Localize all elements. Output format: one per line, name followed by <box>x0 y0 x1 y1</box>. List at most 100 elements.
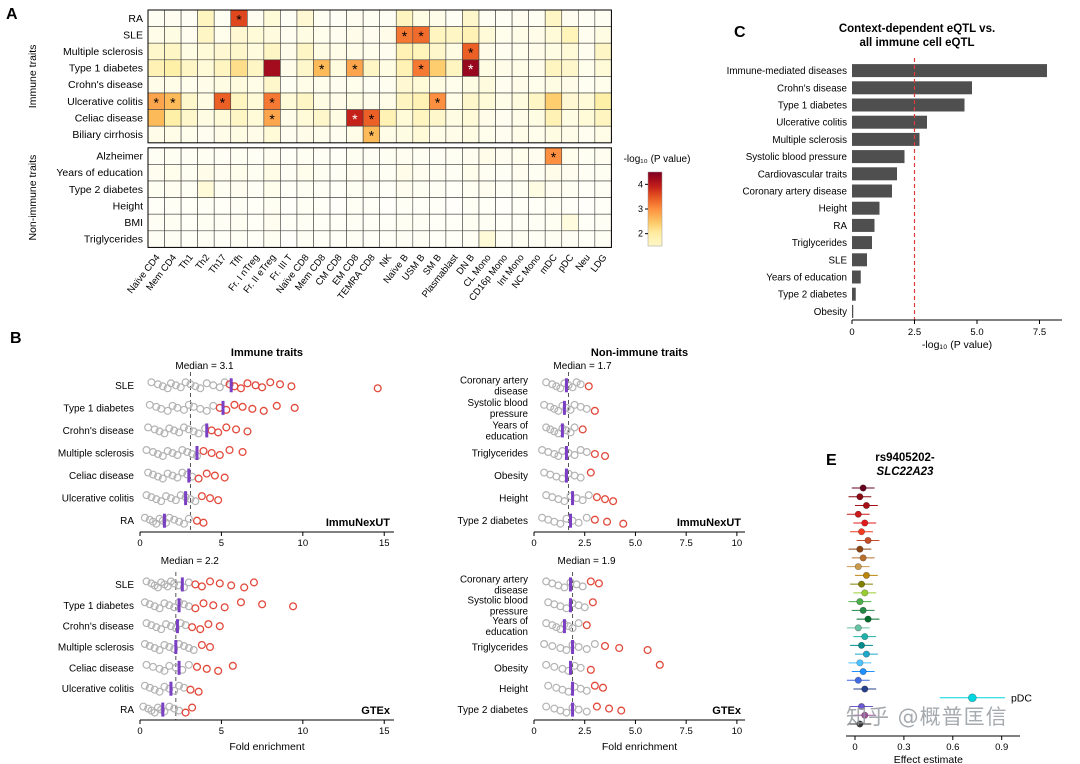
strip-nonimmune-immunexut: Non-immune traits Median = 1.7 Coronary ar… <box>400 344 790 556</box>
bar-category-label: SLE <box>828 255 847 266</box>
point-gray <box>140 681 149 690</box>
point-gray <box>173 473 182 482</box>
heatmap-cell <box>147 59 165 77</box>
significance-star: * <box>154 94 160 110</box>
point-gray <box>158 474 167 483</box>
heatmap-cell <box>462 180 480 198</box>
row-median-bar <box>195 446 199 460</box>
x-tick-label: 5.0 <box>970 327 983 338</box>
row-median-bar <box>221 400 225 415</box>
heatmap-cell <box>412 109 430 127</box>
heatmap-cell <box>346 230 364 248</box>
point-gray <box>196 384 205 393</box>
heatmap-cell <box>180 42 198 61</box>
heatmap-cell <box>379 230 397 248</box>
heatmap-cell <box>313 147 331 165</box>
strip-row-label: SLE <box>115 381 134 392</box>
point-gray <box>145 400 154 409</box>
x-tick-label: 5 <box>219 726 224 737</box>
heatmap-cell <box>594 92 612 110</box>
heatmap-col-label: mDC <box>538 252 560 276</box>
heatmap-cell <box>180 59 198 77</box>
point-gray <box>189 427 198 436</box>
heatmap-cell <box>462 76 480 94</box>
x-tick-label: 7.5 <box>680 538 693 549</box>
point-gray <box>142 491 151 500</box>
heatmap-cell <box>329 59 347 77</box>
strip-row-label: Coronary artery <box>460 574 528 585</box>
heatmap-cell <box>594 59 612 77</box>
heatmap-cell <box>346 26 364 44</box>
point-gray <box>150 425 159 434</box>
strip-row-label: SLE <box>115 580 134 591</box>
point-gray <box>179 641 188 650</box>
point-red <box>238 402 247 411</box>
heatmap-row-label: SLE <box>123 29 143 41</box>
x-tick-label: 7.5 <box>1033 327 1046 338</box>
point-gray <box>582 513 591 522</box>
point-red <box>192 662 202 671</box>
point-red <box>194 687 203 696</box>
point-gray <box>142 577 151 586</box>
heatmap-cell <box>296 92 314 110</box>
x-tick-label: 10 <box>732 538 743 549</box>
point-red <box>592 493 601 502</box>
heatmap-cell <box>544 9 563 27</box>
heatmap-cell <box>429 230 447 248</box>
point-red <box>590 515 599 524</box>
strip-plot-svg: Non-immune traits Median = 1.7 Coronary ar… <box>457 347 745 549</box>
point-red <box>643 645 652 655</box>
point-red <box>266 378 275 387</box>
panel-e-label: E <box>826 452 837 469</box>
heatmap-cell <box>230 125 248 144</box>
effect-point <box>859 484 867 492</box>
heatmap-cell <box>478 230 496 248</box>
heatmap-cell <box>280 59 298 77</box>
heatmap-cell <box>379 213 397 232</box>
point-gray <box>574 619 583 628</box>
point-red <box>236 384 245 393</box>
significance-star: * <box>236 11 242 27</box>
heatmap-cell <box>594 230 612 248</box>
point-gray <box>168 448 177 457</box>
heatmap-cell <box>280 76 298 94</box>
strip-row-label: Systolic blood <box>468 398 528 409</box>
heatmap-cell <box>528 109 546 127</box>
x-tick-label: 0 <box>531 538 536 549</box>
heatmap-cell <box>213 26 232 44</box>
x-tick-label: 10 <box>298 726 309 737</box>
heatmap-cell <box>594 164 612 182</box>
heatmap-cell <box>495 164 513 182</box>
heatmap-row-label: Biliary cirrhosis <box>72 129 143 141</box>
heatmap-cell <box>247 92 265 110</box>
heatmap-cell <box>544 26 563 44</box>
point-gray <box>568 383 577 392</box>
point-gray <box>140 639 149 648</box>
heatmap-cell <box>164 180 182 198</box>
strip-row-label: Multiple sclerosis <box>58 643 134 654</box>
point-gray <box>184 643 193 652</box>
point-gray <box>155 645 164 654</box>
median-label: Median = 1.9 <box>557 556 616 567</box>
heatmap-cell <box>313 9 331 27</box>
point-red <box>586 577 595 586</box>
heatmap-cell <box>247 230 265 248</box>
bar <box>852 184 892 198</box>
point-gray <box>548 641 557 650</box>
point-gray <box>166 494 175 503</box>
heatmap-cell <box>313 76 331 94</box>
heatmap-cell <box>429 164 447 182</box>
heatmap-cell <box>296 164 314 182</box>
heatmap-cell <box>180 125 198 144</box>
heatmap-col-label: Th1 <box>177 252 196 272</box>
highlight-label: pDC <box>1011 692 1032 704</box>
point-red <box>225 445 234 455</box>
point-gray <box>191 382 200 391</box>
point-gray <box>160 599 169 608</box>
heatmap-cell <box>379 125 397 144</box>
strip-row-label: Coronary artery <box>460 375 528 386</box>
heatmap-cell <box>180 230 198 248</box>
effect-point <box>862 571 870 579</box>
point-gray <box>540 639 549 648</box>
heatmap-cell <box>561 230 579 248</box>
